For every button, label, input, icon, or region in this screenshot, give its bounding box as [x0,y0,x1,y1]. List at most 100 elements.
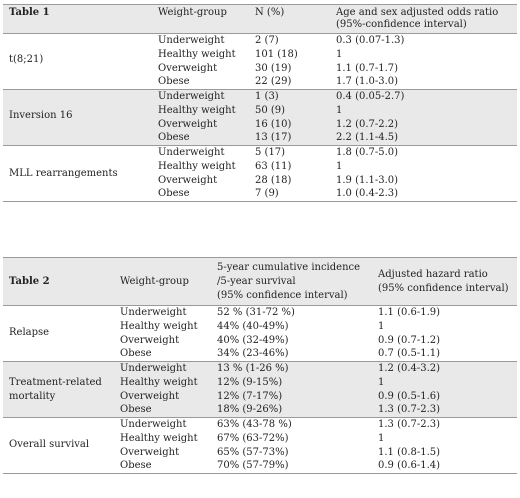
n-cell: 5 (17) [255,147,286,158]
table-row: Obese 13 (17) 2.2 (1.1-4.5) [3,131,517,145]
table-row: Obese 70% (57-79%) 0.9 (0.6-1.4) [3,459,517,473]
table-row: Overweight 65% (57-73%) 1.1 (0.8-1.5) [3,446,517,460]
table-2: Table 2 Weight-group 5-year cumulative i… [3,257,517,474]
table-row: Obese 22 (29) 1.7 (1.0-3.0) [3,75,517,89]
table-2-group-relapse: Relapse Underweight 52 % (31-72 %) 1.1 (0.… [3,306,517,362]
table-1-title: Table 1 [9,7,50,18]
table-1-group-inversion-16: Inversion 16 Underweight 1 (3) 0.4 (0.05-2… [3,90,517,146]
table-row: Overweight 12% (7-17%) 0.9 (0.5-1.6) [3,390,517,404]
group-label: t(8;21) [9,54,44,65]
n-cell: 22 (29) [255,76,292,88]
ratio-cell: 1.0 (0.4-2.3) [336,188,399,200]
group-label: Treatment-related [9,377,102,388]
weight-cell: Overweight [158,118,218,130]
ratio-cell: 1.3 (0.7-2.3) [378,404,441,416]
ratio-cell: 1.8 (0.7-5.0) [336,147,399,158]
table-row: Obese 34% (23-46%) 0.7 (0.5-1.1) [3,347,517,361]
weight-cell: Overweight [120,390,180,402]
weight-cell: Healthy weight [120,320,198,332]
weight-cell: Overweight [158,62,218,74]
ratio-cell: 0.7 (0.5-1.1) [378,348,441,360]
incidence-cell: 52 % (31-72 %) [217,307,295,318]
column-header-weight-group: Weight-group [158,7,227,18]
incidence-cell: 67% (63-72%) [217,432,289,444]
table-row: Healthy weight 67% (63-72%) 1 [3,432,517,446]
n-cell: 30 (19) [255,62,292,74]
weight-cell: Underweight [120,307,187,318]
weight-cell: Overweight [120,446,180,458]
table-2-title: Table 2 [9,276,50,287]
table-1-group-t8-21: t(8;21) Underweight 2 (7) 0.3 (0.07-1.3) H… [3,34,517,90]
incidence-cell: 34% (23-46%) [217,348,289,360]
table-1: Table 1 Weight-group N (%) Age and sex a… [3,4,517,202]
incidence-cell: 70% (57-79%) [217,460,289,472]
column-header-weight-group: Weight-group [120,276,189,287]
column-header-odds-ratio: Age and sex adjusted odds ratio [336,7,499,18]
ratio-cell: 0.9 (0.7-1.2) [378,334,441,346]
ratio-cell: 1 [336,160,343,172]
table-row: Underweight 13 % (1-26 %) 1.2 (0.4-3.2) [3,362,517,376]
ratio-cell: 1 [378,320,385,332]
table-row: Overweight 30 (19) 1.1 (0.7-1.7) [3,62,517,76]
column-header-hazard-ratio-ci: (95% confidence interval) [378,283,509,294]
weight-cell: Healthy weight [158,104,236,116]
weight-cell: Underweight [120,419,187,430]
weight-cell: Healthy weight [120,432,198,444]
ratio-cell: 0.9 (0.5-1.6) [378,390,441,402]
group-label-line-2: mortality [9,391,56,402]
table-1-group-mll: MLL rearrangements Underweight 5 (17) 1.8 … [3,146,517,202]
table-row: Healthy weight 44% (40-49%) 1 [3,320,517,334]
table-row: Overweight 28 (18) 1.9 (1.1-3.0) [3,174,517,188]
column-header-n: N (%) [255,7,285,18]
weight-cell: Overweight [158,174,218,186]
column-header-incidence: 5-year cumulative incidence [217,262,361,273]
weight-cell: Obese [120,348,152,360]
ratio-cell: 1.1 (0.6-1.9) [378,307,441,318]
ratio-cell: 2.2 (1.1-4.5) [336,132,399,144]
n-cell: 16 (10) [255,118,292,130]
group-label: Relapse [9,327,50,338]
ratio-cell: 1.1 (0.8-1.5) [378,446,441,458]
weight-cell: Overweight [120,334,180,346]
table-row: Healthy weight 50 (9) 1 [3,104,517,118]
table-1-header: Table 1 Weight-group N (%) Age and sex a… [3,4,517,34]
n-cell: 28 (18) [255,174,292,186]
table-row: Overweight 40% (32-49%) 0.9 (0.7-1.2) [3,334,517,348]
table-row: Obese 7 (9) 1.0 (0.4-2.3) [3,187,517,201]
table-2-group-overall-survival: Overall survival Underweight 63% (43-78 %… [3,418,517,474]
group-label: Overall survival [9,439,90,450]
n-cell: 13 (17) [255,132,292,144]
n-cell: 2 (7) [255,35,279,46]
table-row: Healthy weight 101 (18) 1 [3,48,517,62]
incidence-cell: 12% (9-15%) [217,376,283,388]
weight-cell: Obese [158,188,190,200]
n-cell: 50 (9) [255,104,286,116]
ratio-cell: 1.2 (0.7-2.2) [336,118,399,130]
weight-cell: Healthy weight [158,48,236,60]
weight-cell: Underweight [158,147,225,158]
column-header-odds-ratio-ci: (95%-confidence interval) [336,19,467,30]
incidence-cell: 44% (40-49%) [217,320,289,332]
weight-cell: Obese [120,460,152,472]
group-label: MLL rearrangements [9,168,118,179]
incidence-cell: 63% (43-78 %) [217,419,292,430]
ratio-cell: 1.2 (0.4-3.2) [378,363,441,374]
weight-cell: Underweight [158,35,225,46]
table-row: Underweight 1 (3) 0.4 (0.05-2.7) [3,90,517,104]
incidence-cell: 65% (57-73%) [217,446,289,458]
table-row: Underweight 52 % (31-72 %) 1.1 (0.6-1.9) [3,306,517,320]
table-2-header: Table 2 Weight-group 5-year cumulative i… [3,257,517,306]
ratio-cell: 1.7 (1.0-3.0) [336,76,399,88]
table-row: Underweight 2 (7) 0.3 (0.07-1.3) [3,34,517,48]
ratio-cell: 1.1 (0.7-1.7) [336,62,399,74]
ratio-cell: 1 [336,104,343,116]
incidence-cell: 18% (9-26%) [217,404,283,416]
column-header-incidence-ci: (95% confidence interval) [217,290,348,301]
table-2-group-treatment-related-mortality: Treatment-related mortality Underweight 1… [3,362,517,418]
group-label: Inversion 16 [9,110,73,121]
column-header-incidence-survival: /5-year survival [217,276,296,287]
table-row: Healthy weight 63 (11) 1 [3,160,517,174]
column-header-hazard-ratio: Adjusted hazard ratio [378,269,488,280]
n-cell: 1 (3) [255,91,279,102]
incidence-cell: 13 % (1-26 %) [217,363,289,374]
